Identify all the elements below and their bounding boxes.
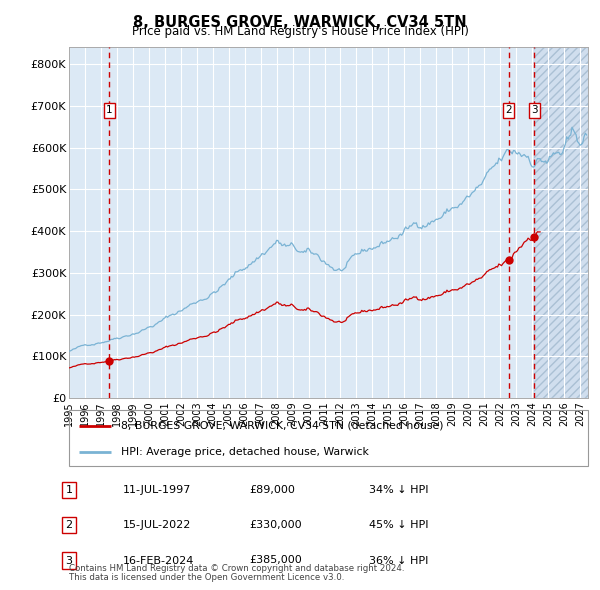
- Text: Price paid vs. HM Land Registry's House Price Index (HPI): Price paid vs. HM Land Registry's House …: [131, 25, 469, 38]
- Text: 3: 3: [65, 556, 73, 565]
- Text: This data is licensed under the Open Government Licence v3.0.: This data is licensed under the Open Gov…: [69, 573, 344, 582]
- Text: 36% ↓ HPI: 36% ↓ HPI: [369, 556, 428, 565]
- Text: £330,000: £330,000: [249, 520, 302, 530]
- Text: £385,000: £385,000: [249, 556, 302, 565]
- Text: 8, BURGES GROVE, WARWICK, CV34 5TN (detached house): 8, BURGES GROVE, WARWICK, CV34 5TN (deta…: [121, 421, 443, 431]
- Text: 15-JUL-2022: 15-JUL-2022: [123, 520, 191, 530]
- Text: 16-FEB-2024: 16-FEB-2024: [123, 556, 194, 565]
- Bar: [534, 47, 588, 398]
- Text: 1: 1: [65, 485, 73, 494]
- Text: £89,000: £89,000: [249, 485, 295, 494]
- Text: 3: 3: [531, 106, 538, 116]
- Text: 1: 1: [106, 106, 113, 116]
- Text: 34% ↓ HPI: 34% ↓ HPI: [369, 485, 428, 494]
- Text: Contains HM Land Registry data © Crown copyright and database right 2024.: Contains HM Land Registry data © Crown c…: [69, 565, 404, 573]
- Text: 2: 2: [65, 520, 73, 530]
- Text: 2: 2: [505, 106, 512, 116]
- Text: 11-JUL-1997: 11-JUL-1997: [123, 485, 191, 494]
- Bar: [534, 47, 588, 398]
- Text: 45% ↓ HPI: 45% ↓ HPI: [369, 520, 428, 530]
- Text: 8, BURGES GROVE, WARWICK, CV34 5TN: 8, BURGES GROVE, WARWICK, CV34 5TN: [133, 15, 467, 30]
- Text: HPI: Average price, detached house, Warwick: HPI: Average price, detached house, Warw…: [121, 447, 369, 457]
